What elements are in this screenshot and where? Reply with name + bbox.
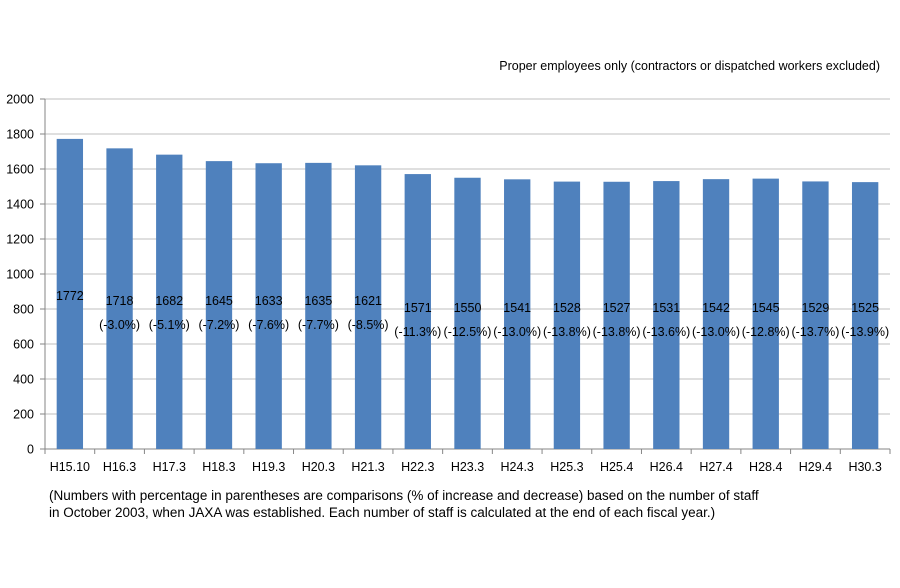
pct-label: (-13.0%) xyxy=(493,325,541,339)
x-tick-label: H20.3 xyxy=(302,460,335,474)
y-tick-label: 400 xyxy=(13,373,34,387)
data-label: 1645 xyxy=(205,294,233,308)
y-tick-label: 1800 xyxy=(6,128,34,142)
data-label: 1550 xyxy=(454,301,482,315)
x-tick-label: H25.3 xyxy=(550,460,583,474)
footnote-line-2: in October 2003, when JAXA was establish… xyxy=(49,505,716,520)
y-tick-label: 1000 xyxy=(6,268,34,282)
pct-label: (-13.8%) xyxy=(543,325,591,339)
x-tick-label: H15.10 xyxy=(50,460,90,474)
pct-label: (-13.9%) xyxy=(841,325,889,339)
x-tick-label: H29.4 xyxy=(799,460,832,474)
data-label: 1718 xyxy=(106,294,134,308)
y-tick-label: 1600 xyxy=(6,163,34,177)
x-tick-label: H23.3 xyxy=(451,460,484,474)
bar xyxy=(752,178,779,449)
data-label: 1541 xyxy=(503,301,531,315)
data-label: 1525 xyxy=(851,301,879,315)
data-label: 1772 xyxy=(56,289,84,303)
data-label: 1528 xyxy=(553,301,581,315)
y-tick-label: 200 xyxy=(13,408,34,422)
pct-label: (-7.6%) xyxy=(248,318,289,332)
y-tick-label: 2000 xyxy=(6,93,34,107)
bar xyxy=(305,162,332,449)
footnote-line-1: (Numbers with percentage in parentheses … xyxy=(49,488,759,503)
bar xyxy=(653,181,680,449)
pct-label: (-7.7%) xyxy=(298,318,339,332)
data-label: 1529 xyxy=(802,301,830,315)
x-tick-label: H22.3 xyxy=(401,460,434,474)
bar xyxy=(504,179,531,449)
bar xyxy=(702,179,730,449)
bar xyxy=(354,165,382,449)
data-label: 1635 xyxy=(304,294,332,308)
y-tick-label: 600 xyxy=(13,338,34,352)
pct-label: (-3.0%) xyxy=(99,318,140,332)
y-tick-label: 1400 xyxy=(6,198,34,212)
x-tick-label: H25.4 xyxy=(600,460,633,474)
x-tick-label: H30.3 xyxy=(848,460,881,474)
pct-label: (-13.0%) xyxy=(692,325,740,339)
bar xyxy=(553,181,581,449)
x-tick-label: H16.3 xyxy=(103,460,136,474)
x-tick-label: H24.3 xyxy=(501,460,534,474)
x-tick-label: H26.4 xyxy=(650,460,683,474)
y-tick-label: 0 xyxy=(27,443,34,457)
bar xyxy=(404,174,431,449)
pct-label: (-12.8%) xyxy=(742,325,790,339)
pct-label: (-11.3%) xyxy=(394,325,441,339)
bar xyxy=(156,154,183,449)
bar xyxy=(205,161,233,449)
x-tick-label: H18.3 xyxy=(202,460,235,474)
x-tick-label: H19.3 xyxy=(252,460,285,474)
x-tick-label: H17.3 xyxy=(153,460,186,474)
y-tick-label: 800 xyxy=(13,303,34,317)
data-label: 1682 xyxy=(155,294,183,308)
pct-label: (-13.6%) xyxy=(642,325,690,339)
chart-subtitle: Proper employees only (contractors or di… xyxy=(499,59,880,73)
bar xyxy=(802,181,829,450)
data-label: 1571 xyxy=(404,301,432,315)
x-tick-label: H28.4 xyxy=(749,460,782,474)
footnote: (Numbers with percentage in parentheses … xyxy=(49,487,889,521)
pct-label: (-5.1%) xyxy=(149,318,190,332)
pct-label: (-7.2%) xyxy=(198,318,239,332)
bar xyxy=(851,182,879,449)
pct-label: (-12.5%) xyxy=(444,325,492,339)
data-label: 1621 xyxy=(354,294,382,308)
data-label: 1531 xyxy=(652,301,680,315)
bar xyxy=(454,177,481,449)
y-tick-label: 1200 xyxy=(6,233,34,247)
data-label: 1527 xyxy=(603,301,631,315)
data-label: 1633 xyxy=(255,294,283,308)
bar xyxy=(603,181,630,449)
bar xyxy=(106,148,133,449)
data-label: 1545 xyxy=(752,301,780,315)
x-tick-label: H27.4 xyxy=(699,460,732,474)
bar xyxy=(56,138,84,449)
pct-label: (-8.5%) xyxy=(348,318,389,332)
x-tick-label: H21.3 xyxy=(351,460,384,474)
bar xyxy=(255,163,282,449)
pct-label: (-13.7%) xyxy=(791,325,839,339)
pct-label: (-13.8%) xyxy=(593,325,641,339)
data-label: 1542 xyxy=(702,301,730,315)
